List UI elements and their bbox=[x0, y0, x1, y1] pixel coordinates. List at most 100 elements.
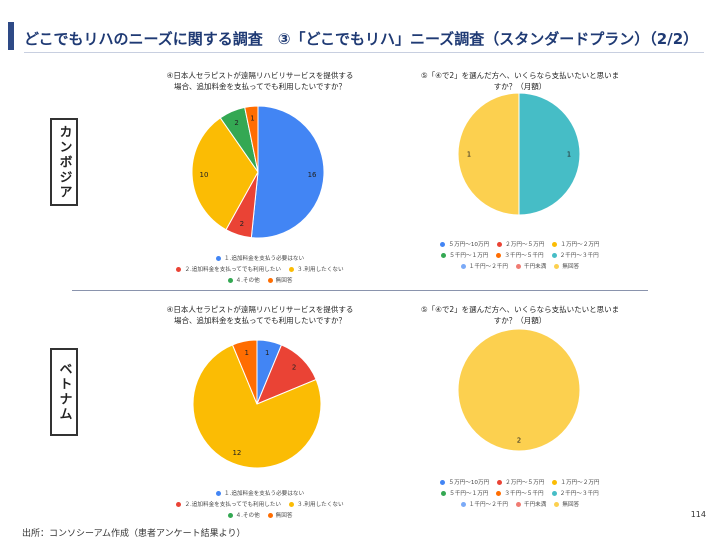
legend-item: 無回答 bbox=[267, 276, 292, 284]
legend-item: ３千円～５千円 bbox=[496, 489, 544, 497]
legend-label: 無回答 bbox=[275, 513, 293, 519]
legend-item: ２千円～３千円 bbox=[551, 489, 599, 497]
legend-cambodia-q5: ５万円～10万円 ２万円～５万円 １万円～２万円 ５千円～１万円 ３千円～５千円 ２千円～… bbox=[400, 240, 640, 273]
legend-item: ５万円～10万円 bbox=[440, 478, 489, 486]
country-label-vietnam: ベトナム bbox=[50, 348, 78, 436]
legend-row: ５万円～10万円 ２万円～５万円 １万円～２万円 bbox=[400, 478, 640, 486]
legend-item: 無回答 bbox=[554, 262, 579, 270]
legend-swatch bbox=[227, 512, 233, 518]
chart-title-line: すか？（月額） bbox=[493, 316, 547, 325]
legend-swatch bbox=[441, 490, 447, 496]
chart-title-vietnam-q4: ④日本人セラピストが遠隔リハビリサービスを提供する 場合、追加料金を支払ってでも… bbox=[140, 304, 380, 326]
legend-label: ２.追加料金を支払ってでも利用したい bbox=[184, 502, 282, 508]
chart-title-cambodia-q4: ④日本人セラピストが遠隔リハビリサービスを提供する 場合、追加料金を支払ってでも… bbox=[140, 70, 380, 92]
legend-item: ５万円～10万円 bbox=[440, 240, 489, 248]
legend-item: ４.その他 bbox=[227, 276, 260, 284]
legend-label: １千円～２千円 bbox=[468, 264, 508, 270]
legend-item: ５千円～１万円 bbox=[441, 251, 488, 259]
slice-value-label: 12 bbox=[232, 449, 241, 457]
legend-label: ２千円～３千円 bbox=[559, 491, 599, 497]
legend-label: ２万円～５万円 bbox=[505, 480, 545, 486]
legend-item: ３.利用したくない bbox=[289, 265, 344, 273]
slice-value-label: 1 bbox=[567, 151, 571, 159]
legend-swatch bbox=[515, 263, 521, 269]
legend-label: 無回答 bbox=[562, 264, 580, 270]
legend-swatch bbox=[552, 479, 558, 485]
pie-slice bbox=[231, 339, 258, 405]
legend-swatch bbox=[176, 266, 182, 272]
legend-row: ５千円～１万円 ３千円～５千円 ２千円～３千円 bbox=[400, 251, 640, 259]
legend-swatch bbox=[552, 241, 558, 247]
legend-label: １万円～２万円 bbox=[560, 242, 600, 248]
legend-swatch bbox=[496, 490, 502, 496]
legend-label: ５千円～１万円 bbox=[449, 253, 489, 259]
legend-swatch bbox=[440, 241, 446, 247]
legend-item: ３千円～５千円 bbox=[496, 251, 544, 259]
legend-swatch bbox=[551, 490, 557, 496]
slice-value-label: 1 bbox=[250, 115, 254, 123]
legend-swatch bbox=[460, 501, 466, 507]
source-note: 出所：コンソシーアム作成（患者アンケート結果より） bbox=[22, 529, 246, 539]
legend-vietnam-q4: １.追加料金を支払う必要はない ２.追加料金を支払ってでも利用したい ３.利用したく… bbox=[130, 489, 390, 522]
pie-slice bbox=[256, 339, 283, 405]
legend-swatch bbox=[215, 255, 221, 261]
legend-item: ２万円～５万円 bbox=[497, 478, 544, 486]
legend-label: １.追加料金を支払う必要はない bbox=[223, 256, 305, 262]
pie-slice bbox=[244, 105, 259, 173]
legend-swatch bbox=[267, 277, 273, 283]
chart-title-line: ⑤「④で2」を選んだ方へ、いくらなら支払いたいと思いま bbox=[420, 71, 620, 80]
legend-label: ５千円～１万円 bbox=[449, 491, 489, 497]
legend-swatch bbox=[460, 263, 466, 269]
legend-item: ２.追加料金を支払ってでも利用したい bbox=[176, 265, 281, 273]
legend-swatch bbox=[267, 512, 273, 518]
legend-swatch bbox=[176, 501, 182, 507]
pie-slice bbox=[457, 92, 520, 216]
page-number: 114 bbox=[690, 510, 706, 519]
legend-swatch bbox=[289, 501, 295, 507]
slice-value-label: 1 bbox=[467, 151, 471, 159]
legend-swatch bbox=[497, 241, 503, 247]
chart-title-line: すか？（月額） bbox=[493, 82, 547, 91]
chart-title-line: ⑤「④で2」を選んだ方へ、いくらなら支払いたいと思いま bbox=[420, 305, 620, 314]
legend-swatch bbox=[227, 277, 233, 283]
legend-row: ４.その他 無回答 bbox=[130, 511, 390, 519]
pie-slice bbox=[219, 106, 259, 173]
legend-item: ２万円～５万円 bbox=[497, 240, 544, 248]
legend-label: ３.利用したくない bbox=[297, 267, 344, 273]
legend-swatch bbox=[554, 263, 560, 269]
slice-value-label: 2 bbox=[234, 119, 238, 127]
chart-title-line: 場合、追加料金を支払ってでも利用したいですか？ bbox=[174, 82, 346, 91]
legend-item: ３.利用したくない bbox=[289, 500, 344, 508]
chart-title-cambodia-q5: ⑤「④で2」を選んだ方へ、いくらなら支払いたいと思いま すか？（月額） bbox=[400, 70, 640, 92]
legend-item: １万円～２万円 bbox=[552, 478, 600, 486]
legend-row: ５千円～１万円 ３千円～５千円 ２千円～３千円 bbox=[400, 489, 640, 497]
slice-value-label: 2 bbox=[517, 437, 521, 445]
legend-swatch bbox=[440, 479, 446, 485]
section-divider bbox=[72, 290, 648, 291]
legend-item: １.追加料金を支払う必要はない bbox=[215, 254, 305, 262]
pie-slice bbox=[518, 92, 581, 216]
legend-label: ５万円～10万円 bbox=[448, 242, 490, 248]
title-accent-bar bbox=[8, 22, 14, 50]
legend-item: ２千円～３千円 bbox=[551, 251, 599, 259]
slice-value-label: 16 bbox=[308, 171, 317, 179]
legend-label: ３千円～５千円 bbox=[504, 491, 544, 497]
legend-item: ５千円～１万円 bbox=[441, 489, 488, 497]
slice-value-label: 10 bbox=[199, 171, 208, 179]
legend-item: 千円未満 bbox=[515, 262, 546, 270]
legend-cambodia-q4: １.追加料金を支払う必要はない ２.追加料金を支払ってでも利用したい ３.利用したく… bbox=[130, 254, 390, 287]
legend-row: １千円～２千円 千円未満 無回答 bbox=[400, 262, 640, 270]
legend-item: ４.その他 bbox=[227, 511, 260, 519]
legend-row: １.追加料金を支払う必要はない bbox=[130, 254, 390, 262]
chart-title-line: ④日本人セラピストが遠隔リハビリサービスを提供する bbox=[166, 305, 354, 314]
pie-slice bbox=[250, 105, 325, 239]
legend-row: ２.追加料金を支払ってでも利用したい ３.利用したくない bbox=[130, 500, 390, 508]
legend-item: 千円未満 bbox=[515, 500, 546, 508]
legend-label: ３千円～５千円 bbox=[504, 253, 544, 259]
legend-row: ２.追加料金を支払ってでも利用したい ３.利用したくない bbox=[130, 265, 390, 273]
legend-swatch bbox=[215, 490, 221, 496]
slice-value-label: 1 bbox=[245, 349, 249, 357]
legend-label: 無回答 bbox=[562, 502, 580, 508]
legend-row: ４.その他 無回答 bbox=[130, 276, 390, 284]
legend-label: ２万円～５万円 bbox=[505, 242, 545, 248]
